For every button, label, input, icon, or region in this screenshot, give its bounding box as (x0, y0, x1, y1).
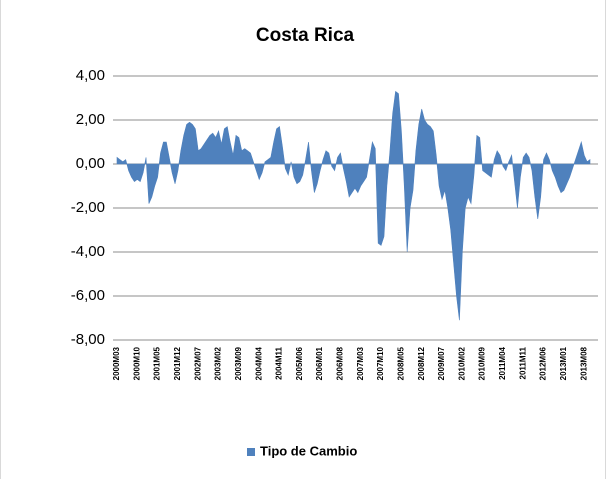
x-tick-label: 2008M05 (396, 346, 405, 380)
legend: Tipo de Cambio (247, 443, 357, 458)
y-tick-label: -8,00 (71, 331, 105, 348)
x-tick-label: 2012M06 (539, 346, 548, 380)
legend-swatch (247, 448, 255, 456)
x-tick-label: 2011M11 (518, 346, 527, 379)
x-axis: 2000M03 2000M10 2001M05 2001M12 2002M07 2003M… (112, 346, 588, 380)
x-tick-label: 2009M07 (437, 346, 446, 380)
x-tick-label: 2006M01 (315, 346, 324, 380)
x-tick-label: 2004M11 (275, 346, 284, 379)
y-tick-label: 2,00 (76, 111, 105, 128)
x-tick-label: 2003M02 (214, 346, 223, 380)
x-tick-label: 2001M12 (173, 346, 182, 380)
x-tick-label: 2008M12 (417, 346, 426, 380)
y-tick-label: -4,00 (71, 243, 105, 260)
x-tick-label: 2010M02 (457, 346, 466, 380)
x-tick-label: 2005M06 (295, 346, 304, 380)
y-tick-label: 4,00 (76, 67, 105, 84)
x-tick-label: 2007M03 (356, 346, 365, 380)
chart-title: Costa Rica (256, 25, 355, 46)
y-tick-label: -2,00 (71, 199, 105, 216)
x-tick-label: 2013M08 (579, 346, 588, 380)
x-tick-label: 2000M03 (112, 346, 121, 380)
x-tick-label: 2003M09 (234, 346, 243, 380)
y-tick-label: 0,00 (76, 155, 105, 172)
x-tick-label: 2010M09 (478, 346, 487, 380)
y-tick-label: -6,00 (71, 287, 105, 304)
x-tick-label: 2013M01 (559, 346, 568, 380)
legend-label: Tipo de Cambio (260, 443, 357, 458)
x-tick-label: 2011M04 (498, 346, 507, 379)
plot-area (116, 90, 591, 321)
x-tick-label: 2004M04 (254, 346, 263, 380)
x-tick-label: 2007M10 (376, 346, 385, 380)
x-tick-label: 2001M05 (153, 346, 162, 380)
x-tick-label: 2006M08 (336, 346, 345, 380)
x-tick-label: 2000M10 (132, 346, 141, 380)
area (116, 90, 591, 321)
x-tick-label: 2002M07 (193, 346, 202, 380)
